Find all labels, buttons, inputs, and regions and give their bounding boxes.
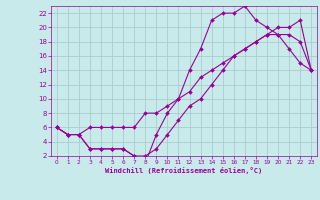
X-axis label: Windchill (Refroidissement éolien,°C): Windchill (Refroidissement éolien,°C) — [105, 167, 263, 174]
